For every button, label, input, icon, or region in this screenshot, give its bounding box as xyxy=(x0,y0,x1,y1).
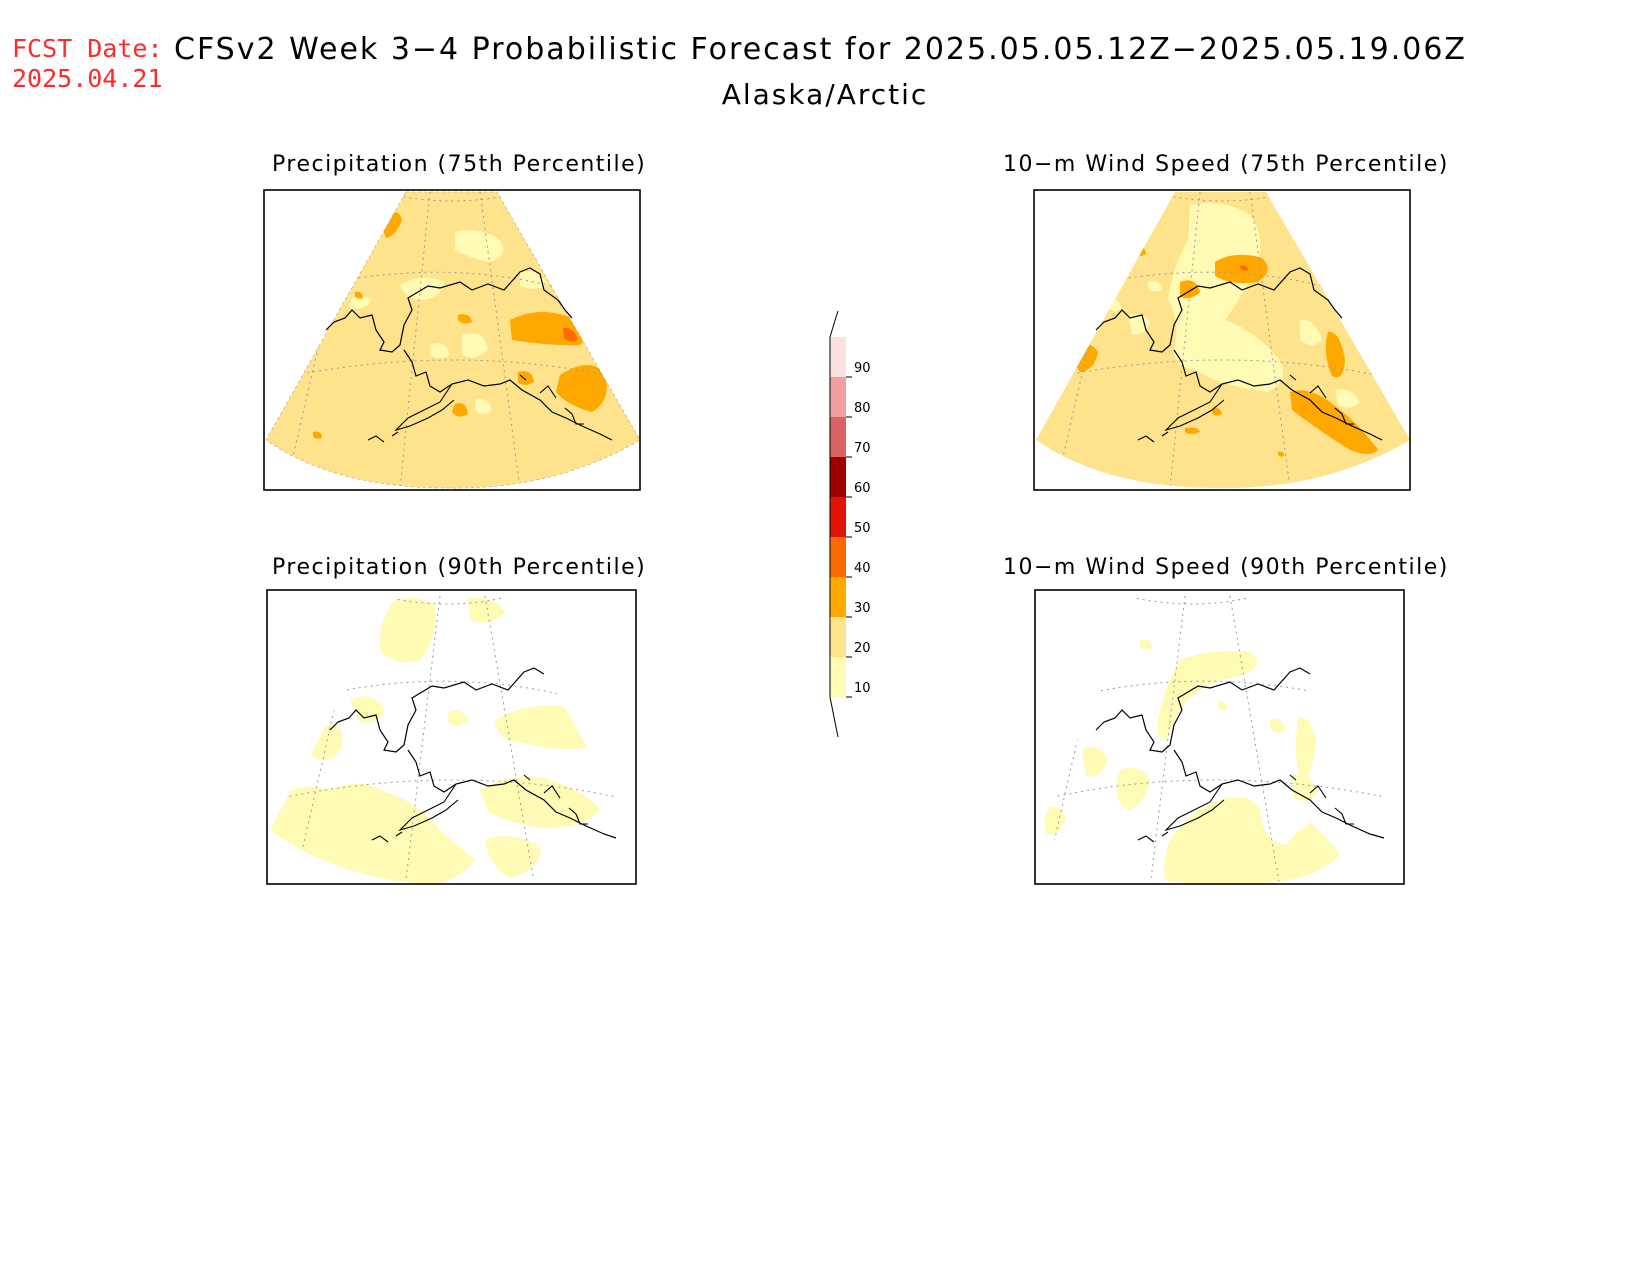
region-subtitle: Alaska/Arctic xyxy=(0,78,1650,111)
colorbar-upper-tail xyxy=(829,310,839,338)
prob-field-base xyxy=(266,192,640,489)
map-panel-precip-90 xyxy=(266,589,637,885)
panel-title-precip-90: Precipitation (90th Percentile) xyxy=(272,555,647,580)
colorbar-segment xyxy=(830,617,846,657)
panel-title-wind-75: 10−m Wind Speed (75th Percentile) xyxy=(1003,152,1449,177)
colorbar-segment xyxy=(830,337,846,377)
panel-title-wind-90: 10−m Wind Speed (90th Percentile) xyxy=(1003,555,1449,580)
panel-frame xyxy=(263,189,641,491)
colorbar-segment xyxy=(830,577,846,617)
prob-contours-40-50 xyxy=(563,327,578,342)
colorbar-tick-label: 60 xyxy=(854,481,871,496)
forecast-date-block: FCST Date: 2025.04.21 xyxy=(12,34,163,94)
prob-contours-10-20 xyxy=(1042,639,1340,885)
colorbar-segment xyxy=(830,377,846,417)
colorbar-segment xyxy=(830,657,846,697)
colorbar-segment xyxy=(830,537,846,577)
colorbar-segment xyxy=(830,497,846,537)
colorbar-tick-label: 10 xyxy=(854,681,871,696)
colorbar-segment xyxy=(830,417,846,457)
colorbar-tick-label: 80 xyxy=(854,401,871,416)
colorbar-tick-label: 20 xyxy=(854,641,871,656)
map-panel-wind-75 xyxy=(1033,189,1411,491)
map-panel-wind-90 xyxy=(1034,589,1408,885)
colorbar: 10 20 30 40 50 60 70 80 90 xyxy=(829,310,871,738)
page-title: CFSv2 Week 3−4 Probabilistic Forecast fo… xyxy=(174,32,1467,67)
region-label: Alaska/Arctic xyxy=(721,78,929,111)
forecast-date-label: FCST Date: xyxy=(12,34,163,63)
coastline xyxy=(325,267,573,353)
colorbar-tick-label: 70 xyxy=(854,441,871,456)
panel-title-precip-75: Precipitation (75th Percentile) xyxy=(272,152,647,177)
colorbar-tick-label: 90 xyxy=(854,361,871,376)
colorbar-lower-tail xyxy=(829,696,839,738)
colorbar-tick-label: 50 xyxy=(854,521,871,536)
colorbar-tick-label: 30 xyxy=(854,601,871,616)
prob-contours-10-20 xyxy=(350,230,548,414)
map-panel-precip-75 xyxy=(263,189,641,491)
colorbar-segment xyxy=(830,457,846,497)
forecast-date-value: 2025.04.21 xyxy=(12,64,163,93)
colorbar-tick-label: 40 xyxy=(854,561,871,576)
prob-contours-10-20 xyxy=(1090,202,1360,408)
